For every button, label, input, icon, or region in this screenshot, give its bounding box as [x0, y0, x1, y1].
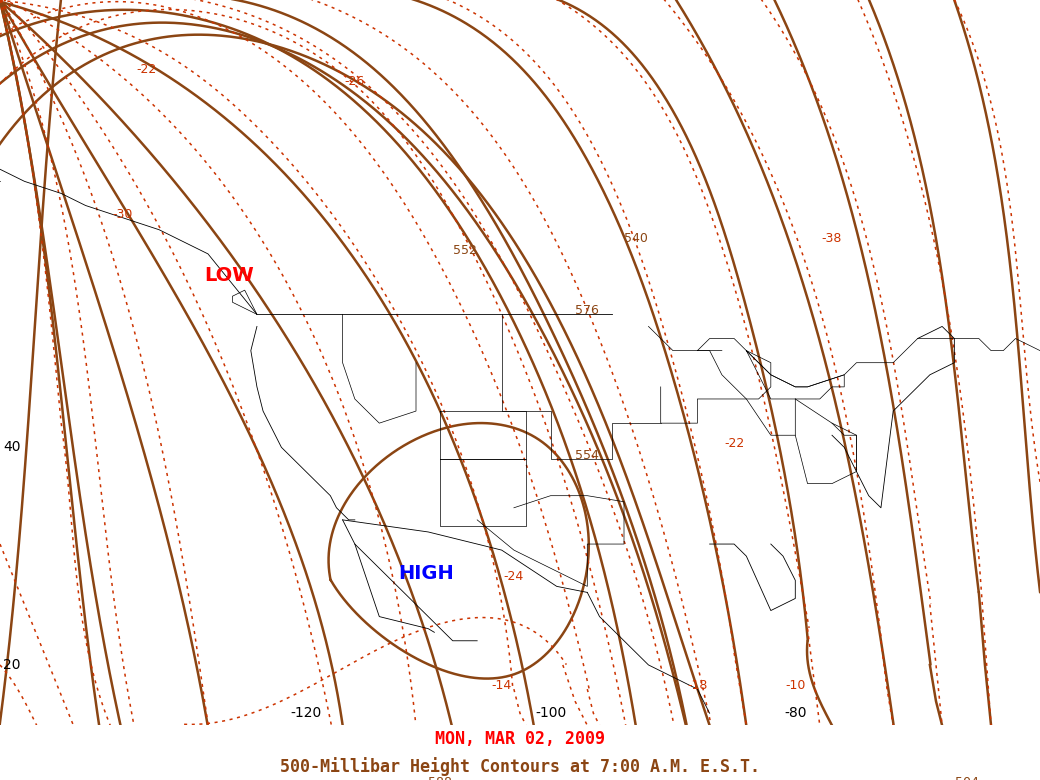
Text: 576: 576 [575, 304, 599, 317]
Text: 504: 504 [955, 776, 979, 780]
Text: -30: -30 [112, 207, 132, 221]
Text: 588: 588 [428, 776, 452, 780]
Text: -24: -24 [503, 570, 524, 583]
Text: -22: -22 [724, 438, 745, 450]
Text: -120: -120 [290, 707, 321, 720]
Text: -14: -14 [492, 679, 512, 692]
Text: 540: 540 [624, 232, 648, 245]
Text: -80: -80 [784, 707, 807, 720]
Text: -22: -22 [136, 62, 157, 76]
Text: 552: 552 [453, 244, 477, 257]
Text: 554: 554 [575, 449, 599, 463]
Text: -38: -38 [822, 232, 842, 245]
Text: LOW: LOW [204, 266, 254, 285]
Text: -100: -100 [535, 707, 566, 720]
Text: 20: 20 [3, 658, 21, 672]
Text: HIGH: HIGH [398, 564, 454, 583]
Text: 40: 40 [3, 441, 21, 454]
Text: MON, MAR 02, 2009: MON, MAR 02, 2009 [435, 730, 605, 748]
Text: -26: -26 [344, 75, 365, 87]
Text: -18: -18 [687, 679, 707, 692]
Text: -10: -10 [785, 679, 806, 692]
Text: 500-Millibar Height Contours at 7:00 A.M. E.S.T.: 500-Millibar Height Contours at 7:00 A.M… [280, 757, 760, 776]
